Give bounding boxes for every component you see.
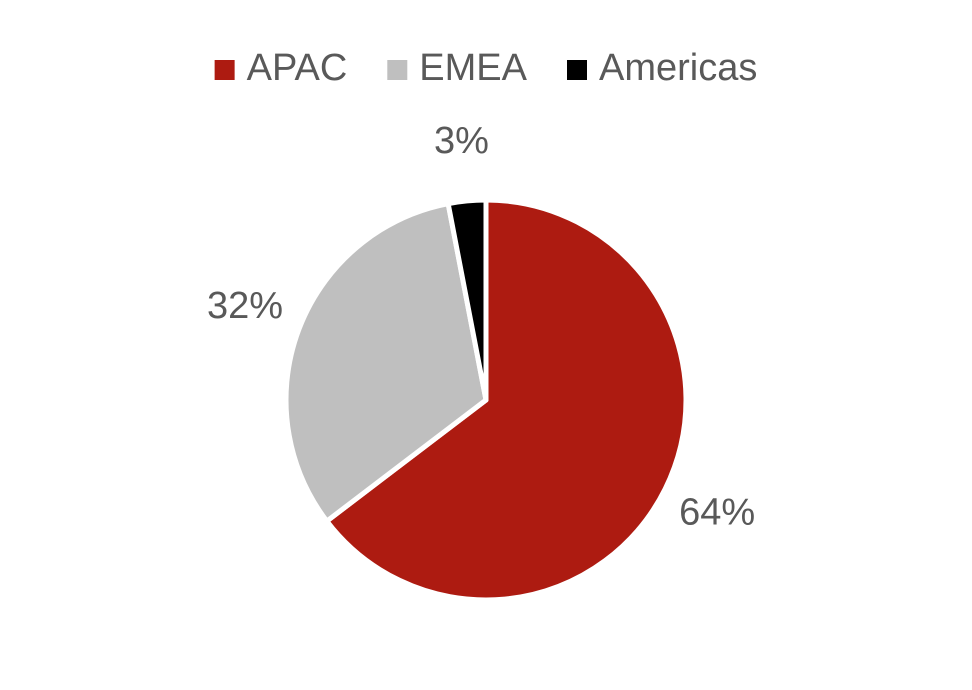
value-label: 3% [434, 120, 489, 162]
legend-swatch [567, 60, 587, 80]
pie-slice [324, 197, 689, 603]
pie-slice [445, 197, 489, 403]
pie-slice [283, 201, 489, 524]
pie [283, 197, 689, 603]
legend-swatch [387, 60, 408, 80]
value-label: 64% [679, 492, 755, 534]
legend-label: APAC [247, 47, 348, 89]
legend-label: EMEA [419, 47, 527, 89]
legend-label: Americas [599, 47, 757, 89]
value-labels: 64% 32% 3% [207, 120, 755, 533]
legend: APAC EMEA Americas [214, 47, 757, 89]
legend-swatch [214, 60, 235, 80]
value-label: 32% [207, 285, 283, 327]
